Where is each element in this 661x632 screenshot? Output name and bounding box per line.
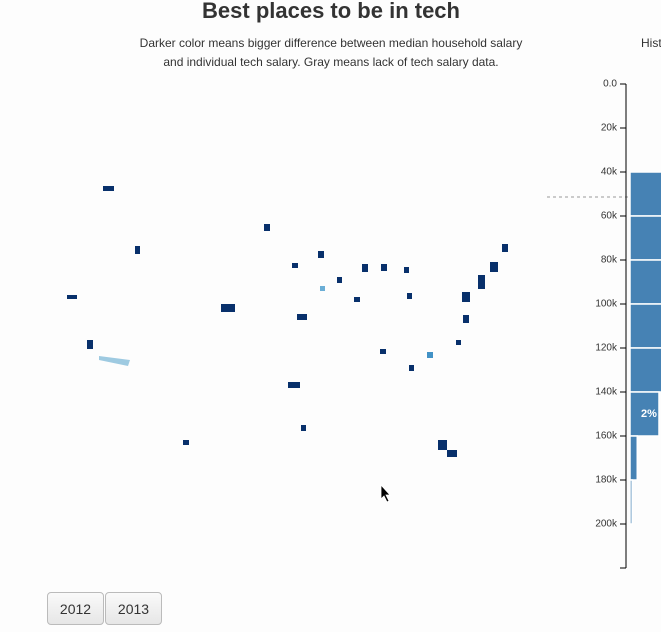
y-tick-label: 200k [595, 519, 618, 530]
y-tick-label: 120k [595, 343, 618, 354]
y-tick-label: 100k [595, 299, 618, 310]
y-tick-label: 0.0 [603, 79, 617, 90]
bar [629, 303, 661, 349]
subtitle: and individual tech salary. Gray means l… [163, 55, 498, 69]
year-button[interactable]: 2012 [47, 592, 104, 625]
bar [629, 215, 661, 261]
y-tick-label: 40k [601, 167, 618, 178]
year-button[interactable]: 2013 [105, 592, 162, 625]
bar [629, 479, 633, 525]
y-tick-label: 140k [595, 387, 618, 398]
map [67, 186, 508, 457]
bar [629, 391, 660, 437]
bar [629, 259, 661, 305]
bar [629, 347, 661, 393]
bar-label: 2% [641, 408, 657, 420]
y-tick-label: 160k [595, 431, 618, 442]
y-tick-label: 60k [601, 211, 618, 222]
subtitle: Darker color means bigger difference bet… [140, 36, 523, 50]
bar [629, 435, 638, 481]
y-tick-label: 180k [595, 475, 618, 486]
bar [629, 171, 661, 217]
y-tick-label: 80k [601, 255, 618, 266]
title: Best places to be in tech [202, 0, 460, 23]
histogram-title: Hist [641, 36, 661, 50]
y-tick-label: 20k [601, 123, 618, 134]
cursor [380, 483, 391, 503]
